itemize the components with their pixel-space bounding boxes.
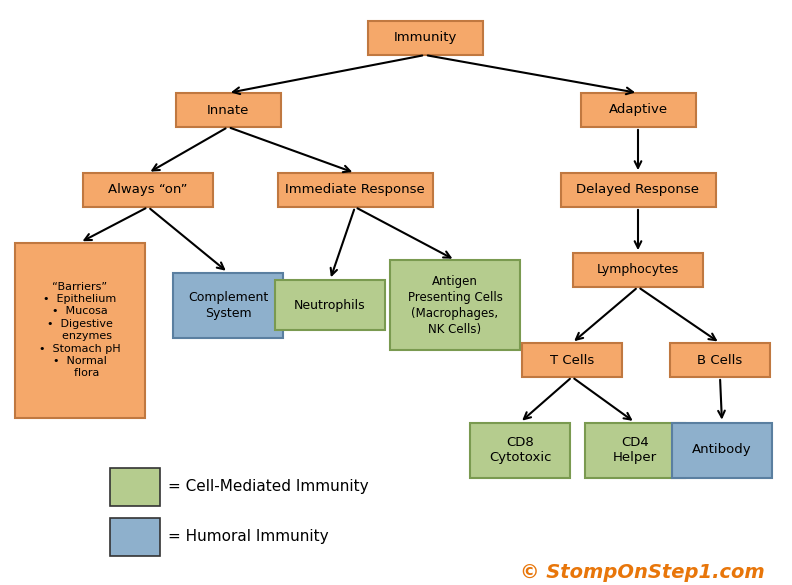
FancyBboxPatch shape <box>173 273 283 338</box>
FancyBboxPatch shape <box>367 21 482 55</box>
Text: “Barriers”
•  Epithelium
•  Mucosa
•  Digestive
    enzymes
•  Stomach pH
•  Nor: “Barriers” • Epithelium • Mucosa • Diges… <box>39 281 121 378</box>
Text: T Cells: T Cells <box>550 353 594 366</box>
Text: CD4
Helper: CD4 Helper <box>613 435 657 464</box>
FancyBboxPatch shape <box>277 173 432 207</box>
FancyBboxPatch shape <box>110 468 160 506</box>
FancyBboxPatch shape <box>390 260 520 350</box>
FancyBboxPatch shape <box>561 173 715 207</box>
FancyBboxPatch shape <box>670 343 770 377</box>
FancyBboxPatch shape <box>581 93 695 127</box>
Text: Immediate Response: Immediate Response <box>285 184 425 197</box>
Text: Always “on”: Always “on” <box>109 184 188 197</box>
FancyBboxPatch shape <box>585 422 685 477</box>
FancyBboxPatch shape <box>470 422 570 477</box>
FancyBboxPatch shape <box>176 93 280 127</box>
Text: CD8
Cytotoxic: CD8 Cytotoxic <box>489 435 551 464</box>
Text: = Humoral Immunity: = Humoral Immunity <box>168 529 329 545</box>
Text: © StompOnStep1.com: © StompOnStep1.com <box>520 563 765 581</box>
Text: B Cells: B Cells <box>698 353 743 366</box>
FancyBboxPatch shape <box>83 173 213 207</box>
Text: Neutrophils: Neutrophils <box>294 298 366 311</box>
FancyBboxPatch shape <box>522 343 622 377</box>
FancyBboxPatch shape <box>573 253 703 287</box>
Text: = Cell-Mediated Immunity: = Cell-Mediated Immunity <box>168 480 368 494</box>
Text: Delayed Response: Delayed Response <box>577 184 699 197</box>
Text: Lymphocytes: Lymphocytes <box>597 263 679 277</box>
FancyBboxPatch shape <box>15 243 145 418</box>
Text: Complement
System: Complement System <box>188 291 268 319</box>
Text: Adaptive: Adaptive <box>608 104 668 116</box>
FancyBboxPatch shape <box>275 280 385 330</box>
Text: Immunity: Immunity <box>394 32 457 44</box>
FancyBboxPatch shape <box>110 518 160 556</box>
Text: Antibody: Antibody <box>692 443 752 456</box>
FancyBboxPatch shape <box>672 422 772 477</box>
Text: Innate: Innate <box>207 104 249 116</box>
Text: Antigen
Presenting Cells
(Macrophages,
NK Cells): Antigen Presenting Cells (Macrophages, N… <box>408 274 502 336</box>
